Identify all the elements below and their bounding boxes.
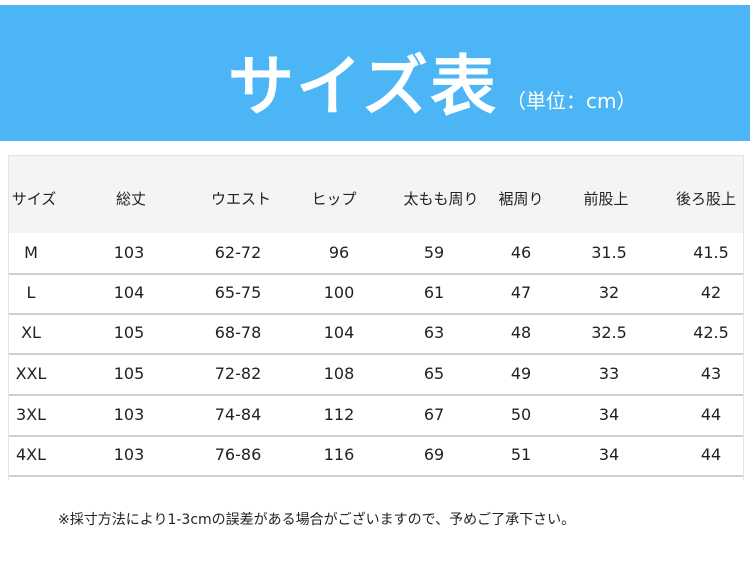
table-cell: 33 [598,364,620,383]
table-cell: 112 [323,405,355,424]
table-cell: 69 [423,445,445,464]
table-cell: M [24,243,38,262]
table-cell: 68-78 [214,323,262,342]
measurement-note: ※採寸方法により1-3cmの誤差がある場合がございますので、予めご了承下さい。 [58,512,576,528]
table-cell: 32.5 [591,323,627,342]
title-banner: サイズ表 （単位：cm） [0,5,750,141]
column-header: 裾周り [498,190,544,208]
table-cell: 59 [423,243,445,262]
table-row: M 103 62-72 96 59 46 31.5 41.5 [9,233,743,275]
table-cell: 65 [423,364,445,383]
column-header: 前股上 [583,190,629,208]
table-row: XXL 105 72-82 108 65 49 33 43 [9,354,743,396]
unit-label: （単位：cm） [506,89,637,113]
table-cell: 46 [510,243,532,262]
size-table: サイズ 総丈 ウエスト ヒップ 太もも周り 裾周り 前股上 後ろ股上 M 103 62-72 96 5… [8,155,744,480]
table-cell: 51 [510,445,532,464]
table-cell: 34 [598,445,620,464]
table-cell: 104 [323,323,355,342]
table-row: XL 105 68-78 104 63 48 32.5 42.5 [9,313,743,355]
table-cell: 76-86 [214,445,262,464]
column-header: 太もも周り [403,190,479,208]
page-title: サイズ表 [228,48,499,125]
table-cell: 4XL [15,445,47,464]
table-cell: 62-72 [214,243,262,262]
table-cell: 48 [510,323,532,342]
table-cell: 63 [423,323,445,342]
table-cell: 47 [510,283,532,302]
table-cell: 74-84 [214,405,262,424]
table-cell: 100 [323,283,355,302]
table-cell: 105 [113,323,145,342]
table-cell: 105 [113,364,145,383]
table-cell: 103 [113,445,145,464]
table-cell: 49 [510,364,532,383]
table-cell: 96 [328,243,350,262]
column-header: ウエスト [210,190,272,208]
table-cell: 31.5 [591,243,627,262]
table-cell: 72-82 [214,364,262,383]
table-cell: 65-75 [214,283,262,302]
table-cell: 42 [700,283,722,302]
table-cell: 50 [510,405,532,424]
column-header: 後ろ股上 [675,190,737,208]
column-header: ヒップ [311,190,357,208]
table-cell: 67 [423,405,445,424]
table-row: L 104 65-75 100 61 47 32 42 [9,273,743,315]
table-cell: 61 [423,283,445,302]
column-header: 総丈 [115,190,147,208]
table-cell: 108 [323,364,355,383]
table-cell: 103 [113,405,145,424]
table-cell: 32 [598,283,620,302]
column-header: サイズ [11,190,57,208]
table-cell: 3XL [15,405,47,424]
table-row: 4XL 103 76-86 116 69 51 34 44 [9,435,743,477]
table-cell: XL [21,323,41,342]
table-header: サイズ 総丈 ウエスト ヒップ 太もも周り 裾周り 前股上 後ろ股上 [9,156,743,233]
table-cell: 34 [598,405,620,424]
table-cell: 116 [323,445,355,464]
table-cell: 104 [113,283,145,302]
table-cell: 44 [700,405,722,424]
table-row: 3XL 103 74-84 112 67 50 34 44 [9,395,743,437]
table-cell: L [26,283,36,302]
table-cell: 43 [700,364,722,383]
table-cell: 41.5 [693,243,729,262]
table-cell: 103 [113,243,145,262]
table-cell: XXL [15,364,47,383]
table-cell: 42.5 [693,323,729,342]
table-cell: 44 [700,445,722,464]
